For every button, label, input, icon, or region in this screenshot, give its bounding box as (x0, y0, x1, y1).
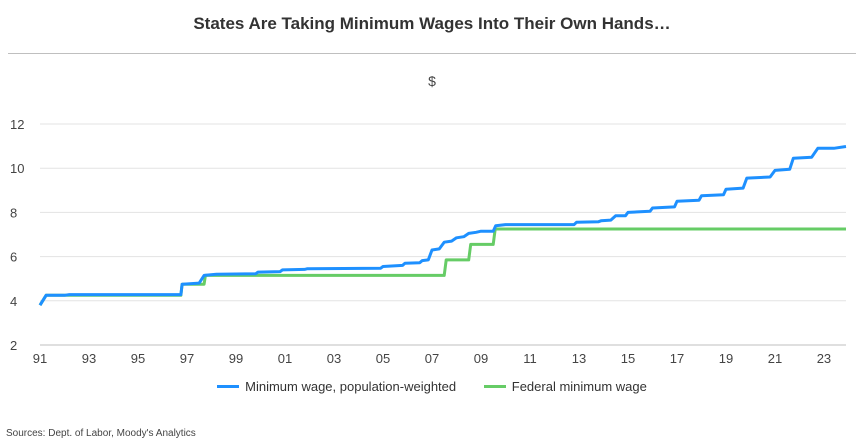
y-tick-label: 8 (10, 205, 17, 220)
x-tick-label: 91 (33, 351, 47, 366)
x-tick-label: 23 (817, 351, 831, 366)
x-tick-label: 17 (670, 351, 684, 366)
series-lines (38, 145, 847, 306)
x-tick-label: 97 (180, 351, 194, 366)
source-note: Sources: Dept. of Labor, Moody's Analyti… (6, 428, 196, 439)
legend-label: Minimum wage, population-weighted (245, 379, 457, 394)
legend: Minimum wage, population-weighted Federa… (0, 376, 864, 394)
title-divider (8, 53, 856, 54)
x-tick-label: 21 (768, 351, 782, 366)
y-tick-label: 6 (10, 250, 17, 265)
y-unit-label: $ (428, 73, 436, 89)
x-tick-label: 11 (523, 351, 537, 366)
y-axis-ticks: 2 4 6 8 10 12 (10, 117, 24, 353)
x-tick-label: 15 (621, 351, 635, 366)
y-tick-label: 10 (10, 161, 24, 176)
x-tick-label: 05 (376, 351, 390, 366)
x-tick-label: 19 (719, 351, 733, 366)
x-tick-label: 09 (474, 351, 488, 366)
x-tick-label: 07 (425, 351, 439, 366)
legend-item-population-weighted: Minimum wage, population-weighted (217, 379, 456, 394)
legend-item-federal: Federal minimum wage (483, 379, 647, 394)
x-tick-label: 03 (327, 351, 341, 366)
legend-swatch-green (483, 385, 506, 388)
legend-swatch-blue (217, 385, 240, 388)
chart-title: States Are Taking Minimum Wages Into The… (193, 14, 671, 33)
y-tick-label: 2 (10, 338, 17, 353)
x-tick-label: 01 (278, 351, 292, 366)
y-tick-label: 4 (10, 294, 17, 309)
series-line-population-weighted (38, 145, 847, 306)
x-axis-ticks: 91 93 95 97 99 01 03 05 07 09 11 13 15 17 19 21 23 (33, 351, 831, 366)
x-tick-label: 13 (572, 351, 586, 366)
x-tick-label: 95 (131, 351, 145, 366)
legend-label: Federal minimum wage (511, 379, 647, 394)
x-tick-label: 99 (229, 351, 243, 366)
gridlines (40, 123, 846, 346)
y-tick-label: 12 (10, 117, 24, 132)
x-tick-label: 93 (82, 351, 96, 366)
